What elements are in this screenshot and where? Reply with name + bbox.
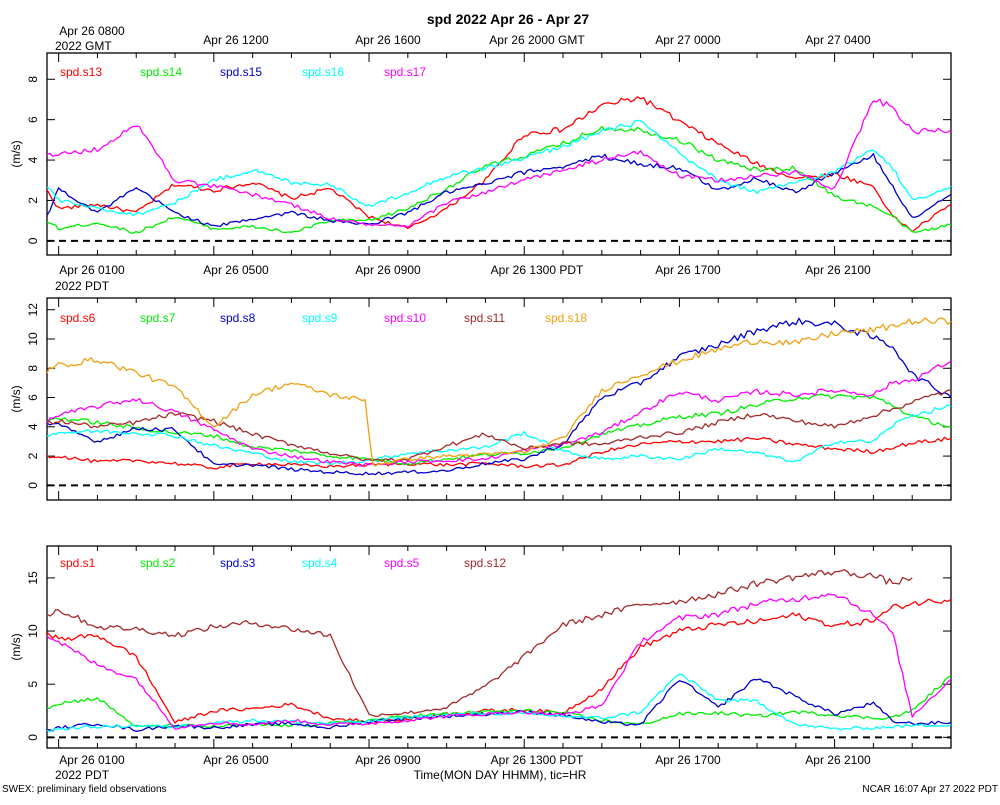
series-line-spd.s10 [46, 360, 952, 467]
pdt-tick-label-bottom-3: Apr 26 1300 PDT [491, 753, 584, 767]
series-line-spd.s13 [46, 96, 952, 233]
series-line-spd.s9 [46, 404, 952, 466]
figure-title: spd 2022 Apr 26 - Apr 27 [427, 11, 590, 27]
legend-spd.s2: spd.s2 [140, 556, 176, 570]
y-tick-label: 8 [26, 365, 40, 372]
pdt-tick-label-top-3: Apr 26 1300 PDT [491, 263, 584, 277]
legend-spd.s3: spd.s3 [220, 556, 256, 570]
legend-spd.s8: spd.s8 [220, 311, 256, 325]
y-tick-label: 0 [26, 482, 40, 489]
pdt-tick-label-top-1: Apr 26 0500 [203, 263, 269, 277]
panel-middle: 0 2 4 6 8 10 12 (m/s) spd.s6 spd.s7 spd.s8 spd.s9 sp… [9, 297, 952, 501]
gmt-tick-label-2: Apr 26 1600 [355, 33, 421, 47]
y-axis-label: (m/s) [9, 140, 23, 167]
y-tick-label: 10 [26, 332, 40, 346]
series-line-spd.s1 [46, 598, 952, 724]
legend-spd.s16: spd.s16 [302, 65, 344, 79]
y-tick-label: 10 [26, 624, 40, 638]
legend-spd.s11: spd.s11 [464, 311, 505, 325]
series-line-spd.s15 [46, 153, 952, 228]
series-line-spd.s3 [47, 678, 952, 732]
footer-right: NCAR 16:07 Apr 27 2022 PDT [862, 784, 998, 795]
series-line-spd.s16 [46, 119, 952, 217]
legend-spd.s15: spd.s15 [220, 65, 262, 79]
y-tick-label: 6 [26, 394, 40, 401]
legend-spd.s10: spd.s10 [384, 311, 426, 325]
legend-spd.s9: spd.s9 [302, 311, 338, 325]
series-line-spd.s6 [46, 436, 952, 470]
series-line-spd.s7 [46, 393, 951, 466]
y-tick-label: 8 [26, 76, 40, 83]
series-line-spd.s18 [46, 317, 952, 467]
pdt-axis-labels-bottom: Apr 26 0100 Apr 26 0500 Apr 26 0900 Apr … [55, 753, 871, 782]
gmt-tick-label-3: Apr 26 2000 GMT [489, 33, 585, 47]
pdt-tick-label-bottom-2: Apr 26 0900 [355, 753, 421, 767]
gmt-tick-label-0: Apr 26 0800 [59, 24, 125, 38]
plot-frame [46, 297, 952, 501]
y-tick-label: 6 [26, 116, 40, 123]
series-line-spd.s11 [46, 389, 951, 462]
gmt-year-label: 2022 GMT [55, 39, 112, 53]
gmt-tick-label-4: Apr 27 0000 [655, 33, 721, 47]
gmt-axis-labels: Apr 26 0800 2022 GMT Apr 26 1200 Apr 26 … [55, 24, 871, 53]
series-line-spd.s5 [46, 593, 952, 730]
pdt-year-label-bottom: 2022 PDT [55, 768, 110, 782]
pdt-tick-label-bottom-4: Apr 26 1700 [655, 753, 721, 767]
legend-spd.s5: spd.s5 [384, 556, 420, 570]
y-tick-label: 4 [26, 156, 40, 163]
footer-left: SWEX: preliminary field observations [2, 784, 167, 795]
y-axis-label: (m/s) [9, 633, 23, 660]
legend-spd.s7: spd.s7 [140, 311, 176, 325]
pdt-tick-label-top-4: Apr 26 1700 [655, 263, 721, 277]
legend-spd.s18: spd.s18 [545, 311, 587, 325]
x-axis-title: Time(MON DAY HHMM), tic=HR [414, 768, 587, 782]
pdt-tick-label-top-2: Apr 26 0900 [355, 263, 421, 277]
y-tick-label: 12 [26, 303, 40, 317]
plot-frame [46, 545, 952, 749]
series-line-spd.s4 [46, 673, 952, 733]
panel-bottom: 0 5 10 15 (m/s) spd.s1 spd.s2 spd.s3 spd.s4 spd.s… [9, 545, 952, 749]
y-tick-label: 2 [26, 197, 40, 204]
pdt-tick-label-bottom-5: Apr 26 2100 [805, 753, 871, 767]
pdt-tick-label-top-0: Apr 26 0100 [59, 263, 125, 277]
y-tick-label: 5 [26, 681, 40, 688]
legend-spd.s14: spd.s14 [140, 65, 182, 79]
gmt-tick-label-1: Apr 26 1200 [203, 33, 269, 47]
gmt-tick-label-5: Apr 27 0400 [805, 33, 871, 47]
y-tick-label: 0 [26, 734, 40, 741]
legend-spd.s17: spd.s17 [384, 65, 426, 79]
legend-spd.s12: spd.s12 [464, 556, 506, 570]
plot-frame [46, 52, 952, 256]
legend-spd.s13: spd.s13 [60, 65, 102, 79]
series-line-spd.s17 [46, 98, 952, 228]
y-tick-label: 4 [26, 423, 40, 430]
pdt-tick-label-bottom-1: Apr 26 0500 [203, 753, 269, 767]
pdt-tick-label-bottom-0: Apr 26 0100 [59, 753, 125, 767]
y-tick-label: 0 [26, 237, 40, 244]
y-axis-label: (m/s) [9, 385, 23, 412]
panel-top: 0 2 4 6 8 (m/s) spd.s13 spd.s14 spd.s15 spd.s16 sp… [9, 52, 952, 256]
legend-spd.s4: spd.s4 [302, 556, 338, 570]
pdt-axis-labels-top: Apr 26 0100 Apr 26 0500 Apr 26 0900 Apr … [55, 263, 871, 293]
series-line-spd.s12 [46, 569, 913, 717]
y-tick-label: 15 [26, 571, 40, 585]
pdt-tick-label-top-5: Apr 26 2100 [805, 263, 871, 277]
y-tick-label: 2 [26, 452, 40, 459]
legend-spd.s1: spd.s1 [60, 556, 96, 570]
series-line-spd.s8 [46, 317, 952, 476]
legend-spd.s6: spd.s6 [60, 311, 96, 325]
pdt-year-label-top: 2022 PDT [55, 279, 110, 293]
